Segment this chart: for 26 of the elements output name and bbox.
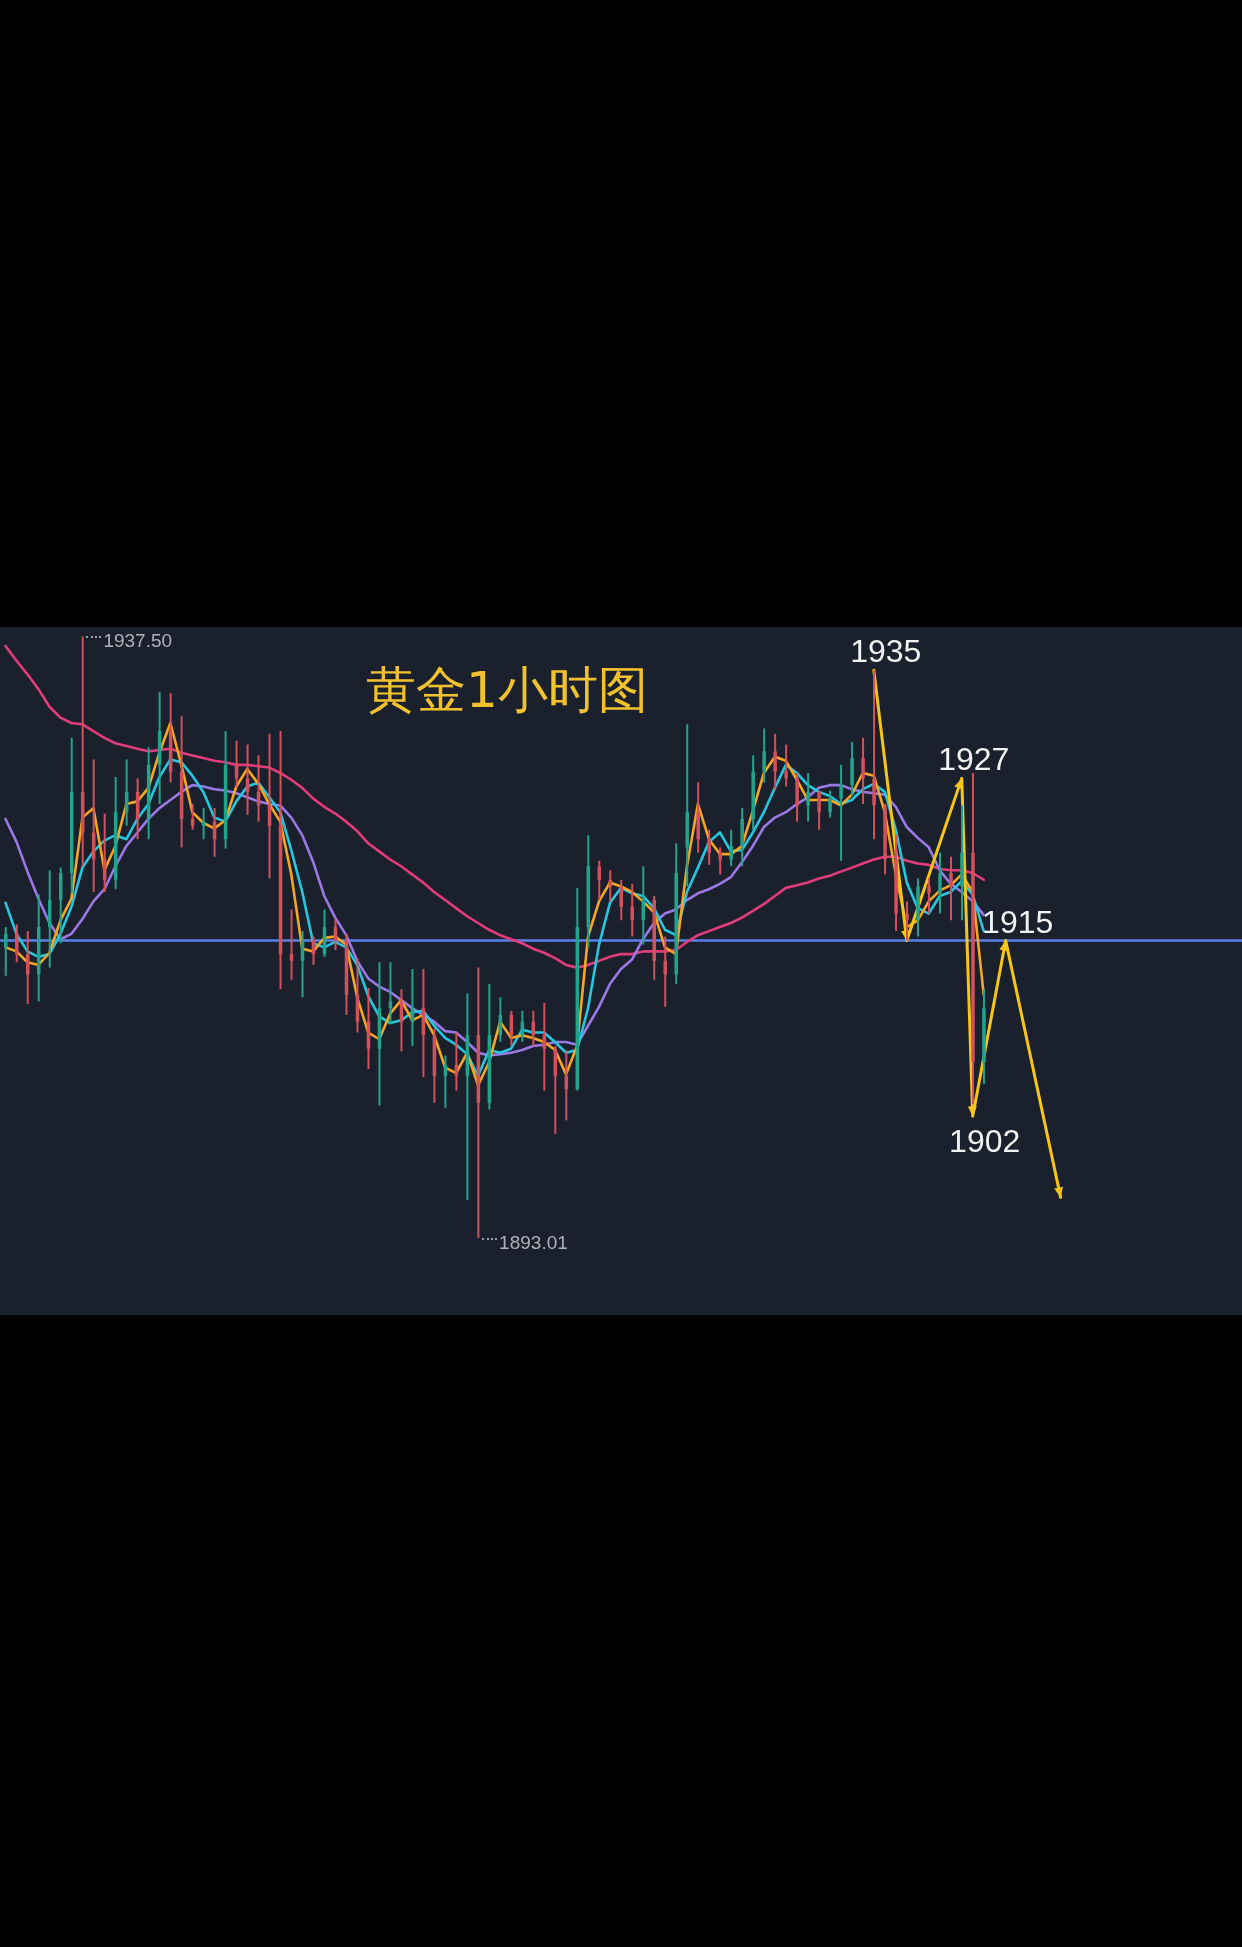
candlestick — [938, 851, 942, 915]
candlestick — [861, 736, 865, 806]
candlestick — [641, 865, 645, 946]
candlestick — [949, 855, 953, 922]
candlestick — [927, 877, 931, 915]
candlestick — [806, 771, 810, 823]
candlestick — [718, 846, 722, 876]
data-label: 1927 — [938, 741, 1010, 778]
candlestick — [4, 926, 8, 977]
candlestick — [784, 743, 788, 788]
candlestick — [762, 727, 766, 784]
data-label: 1915 — [982, 903, 1054, 940]
candlestick — [707, 828, 711, 866]
candlestick — [729, 828, 733, 868]
candlestick — [828, 789, 832, 819]
data-label: 1935 — [850, 633, 922, 670]
text: 黄金1小时图 — [366, 661, 648, 719]
candlestick — [817, 789, 821, 831]
candlestick — [14, 923, 19, 964]
candlestick — [663, 935, 667, 1008]
candlestick — [773, 732, 777, 792]
annotation: 1937.50 — [103, 630, 173, 652]
annotation: 1893.01 — [499, 1231, 568, 1253]
candlestick — [630, 882, 635, 938]
candlestick — [839, 763, 843, 862]
data-label: 1902 — [949, 1123, 1021, 1160]
